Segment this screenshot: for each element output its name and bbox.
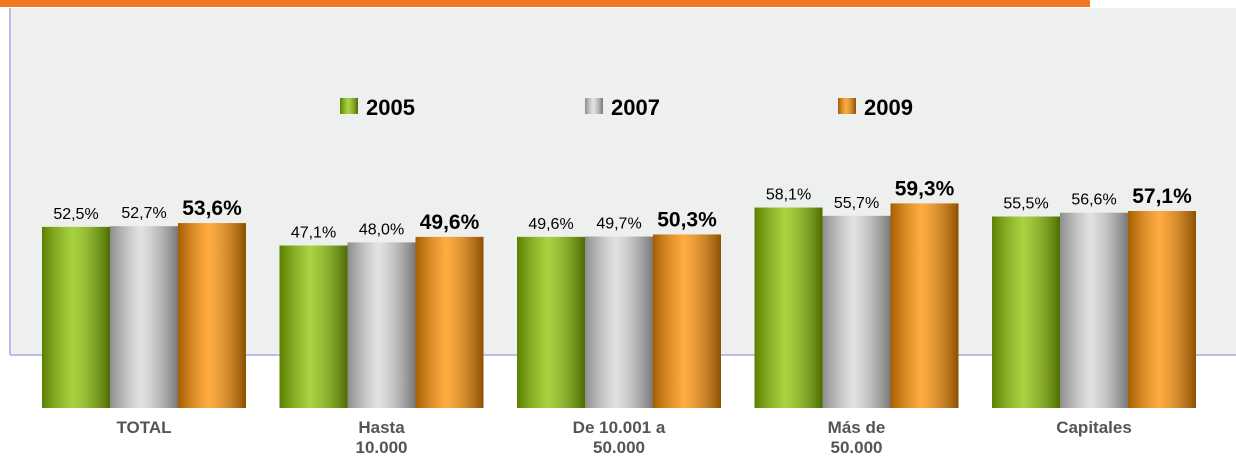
value-label: 55,7% xyxy=(834,195,879,212)
value-label: 48,0% xyxy=(359,221,404,238)
value-label: 56,6% xyxy=(1071,192,1116,209)
bar-shade xyxy=(653,234,721,408)
category-label: Hasta 10.000 xyxy=(355,418,408,457)
legend-swatch-shade xyxy=(340,98,358,114)
category-label: Capitales xyxy=(1056,418,1132,437)
bar-shade xyxy=(110,226,178,408)
value-label: 58,1% xyxy=(766,187,811,204)
bar-shade xyxy=(585,236,653,408)
legend-label: 2005 xyxy=(366,95,415,120)
value-label: 50,3% xyxy=(657,208,717,231)
value-label: 57,1% xyxy=(1132,185,1192,208)
category-label: Más de 50.000 xyxy=(827,418,886,457)
bar-shade xyxy=(42,226,110,408)
bar-shade xyxy=(347,242,416,408)
bar-shade xyxy=(1128,211,1196,408)
legend-label: 2007 xyxy=(611,95,660,120)
legend-label: 2009 xyxy=(864,95,913,120)
bar-shade xyxy=(279,245,348,408)
bar-shade xyxy=(415,236,484,408)
value-label: 49,6% xyxy=(420,211,480,234)
legend-swatch-shade xyxy=(838,98,856,114)
category-label: De 10.001 a 50.000 xyxy=(572,418,666,457)
bar-shade xyxy=(890,203,959,408)
category-label: TOTAL xyxy=(116,418,172,437)
value-label: 52,5% xyxy=(53,206,98,223)
bar-shade xyxy=(992,216,1060,408)
top-rule xyxy=(0,0,1090,7)
value-label: 47,1% xyxy=(291,225,336,242)
bar-shade xyxy=(822,215,891,408)
bar-shade xyxy=(517,236,585,408)
value-label: 59,3% xyxy=(895,177,955,200)
bar-shade xyxy=(178,223,246,408)
value-label: 52,7% xyxy=(121,205,166,222)
bar-shade xyxy=(1060,212,1128,408)
value-label: 53,6% xyxy=(182,197,242,220)
value-label: 55,5% xyxy=(1003,196,1048,213)
bar-shade xyxy=(754,207,823,408)
value-label: 49,6% xyxy=(528,216,573,233)
value-label: 49,7% xyxy=(596,216,641,233)
legend-swatch-shade xyxy=(585,98,603,114)
